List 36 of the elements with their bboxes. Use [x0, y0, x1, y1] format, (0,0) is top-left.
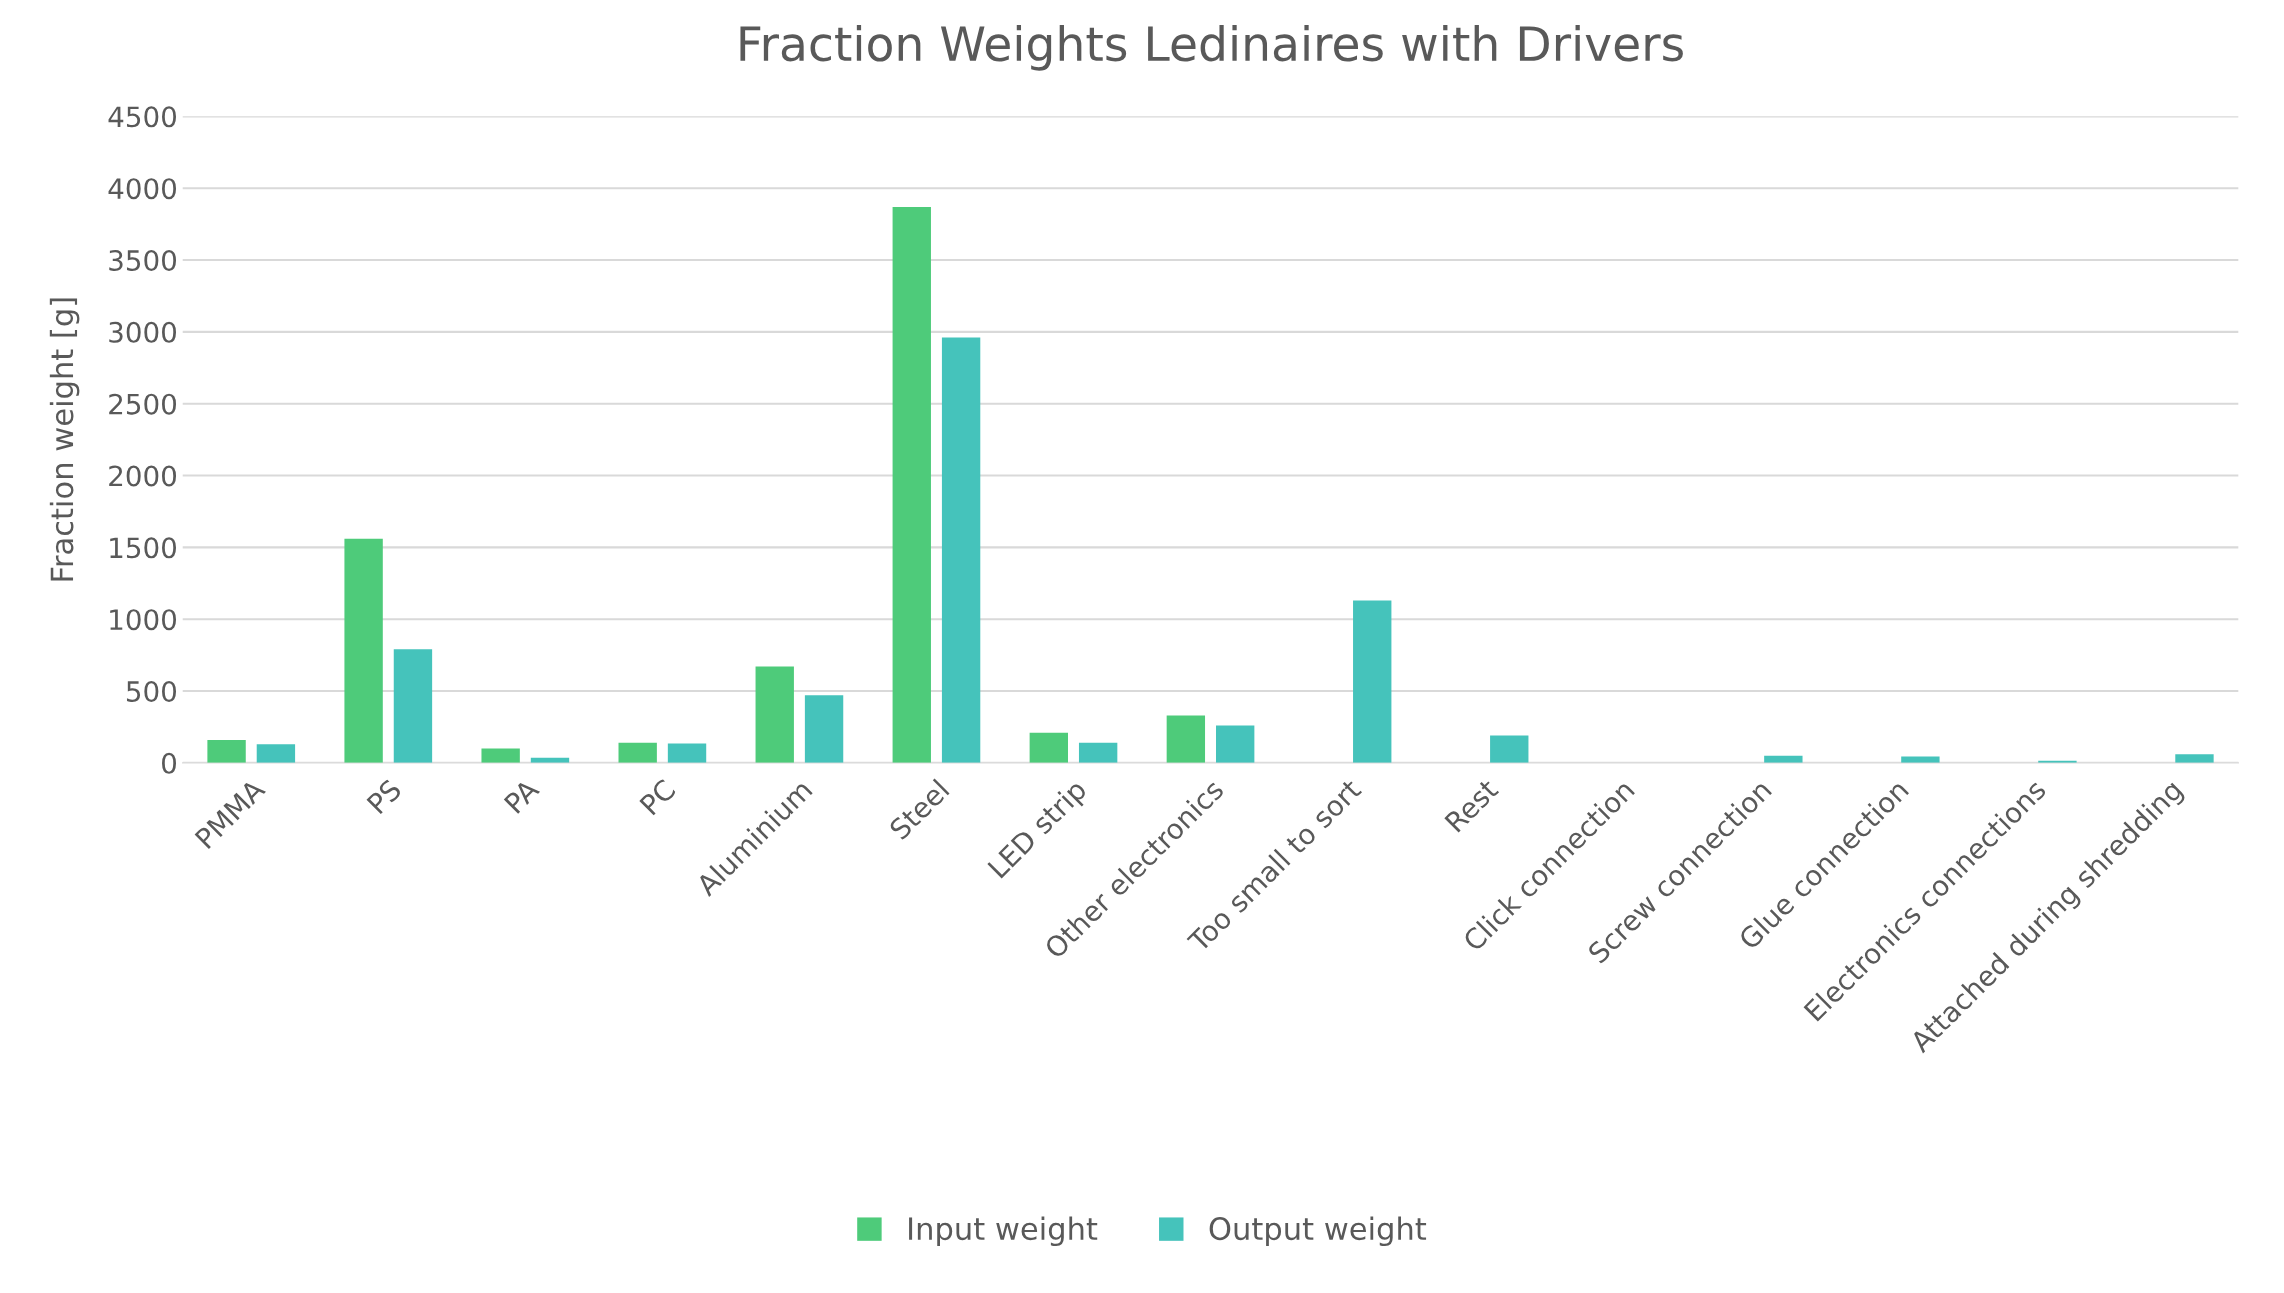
bar: [481, 748, 520, 763]
bar: [804, 695, 844, 763]
x-tick-label: PS: [366, 778, 403, 815]
legend-label: Input weight: [909, 1216, 1098, 1247]
y-tick-label: 1000: [110, 609, 177, 631]
y-tick-label: 3500: [109, 249, 177, 271]
bar: [941, 337, 981, 763]
bar: [755, 666, 794, 763]
bar: [1166, 715, 1206, 763]
y-tick-label: 4500: [108, 106, 177, 128]
y-tick-label: 2000: [109, 465, 177, 487]
bar: [1901, 756, 1940, 763]
bar: [1353, 600, 1392, 763]
bar: [1490, 735, 1529, 763]
bar: [618, 742, 657, 763]
y-tick-label: 4000: [108, 178, 177, 200]
y-tick-label: 2500: [109, 393, 177, 415]
y-tick-label: 0: [162, 752, 177, 774]
bar: [1216, 725, 1255, 763]
y-axis-title: Fraction weight [g]: [49, 298, 80, 581]
y-tick-label: 3000: [109, 321, 177, 343]
bar: [344, 538, 383, 763]
legend-label: Output weight: [1209, 1216, 1427, 1247]
bar: [207, 739, 246, 763]
x-tick-label: PA: [503, 777, 541, 814]
bar: [667, 743, 707, 763]
bar: [1078, 742, 1118, 763]
y-tick-label: 500: [126, 680, 177, 702]
bar: [256, 744, 296, 763]
bar: [2175, 754, 2214, 763]
x-tick-label: PC: [639, 778, 677, 816]
chart-title: Fraction Weights Ledinaires with Drivers: [740, 24, 1683, 71]
bar: [1029, 732, 1068, 763]
bar: [892, 206, 931, 763]
bar: [393, 649, 433, 763]
y-tick-label: 1500: [110, 537, 177, 559]
